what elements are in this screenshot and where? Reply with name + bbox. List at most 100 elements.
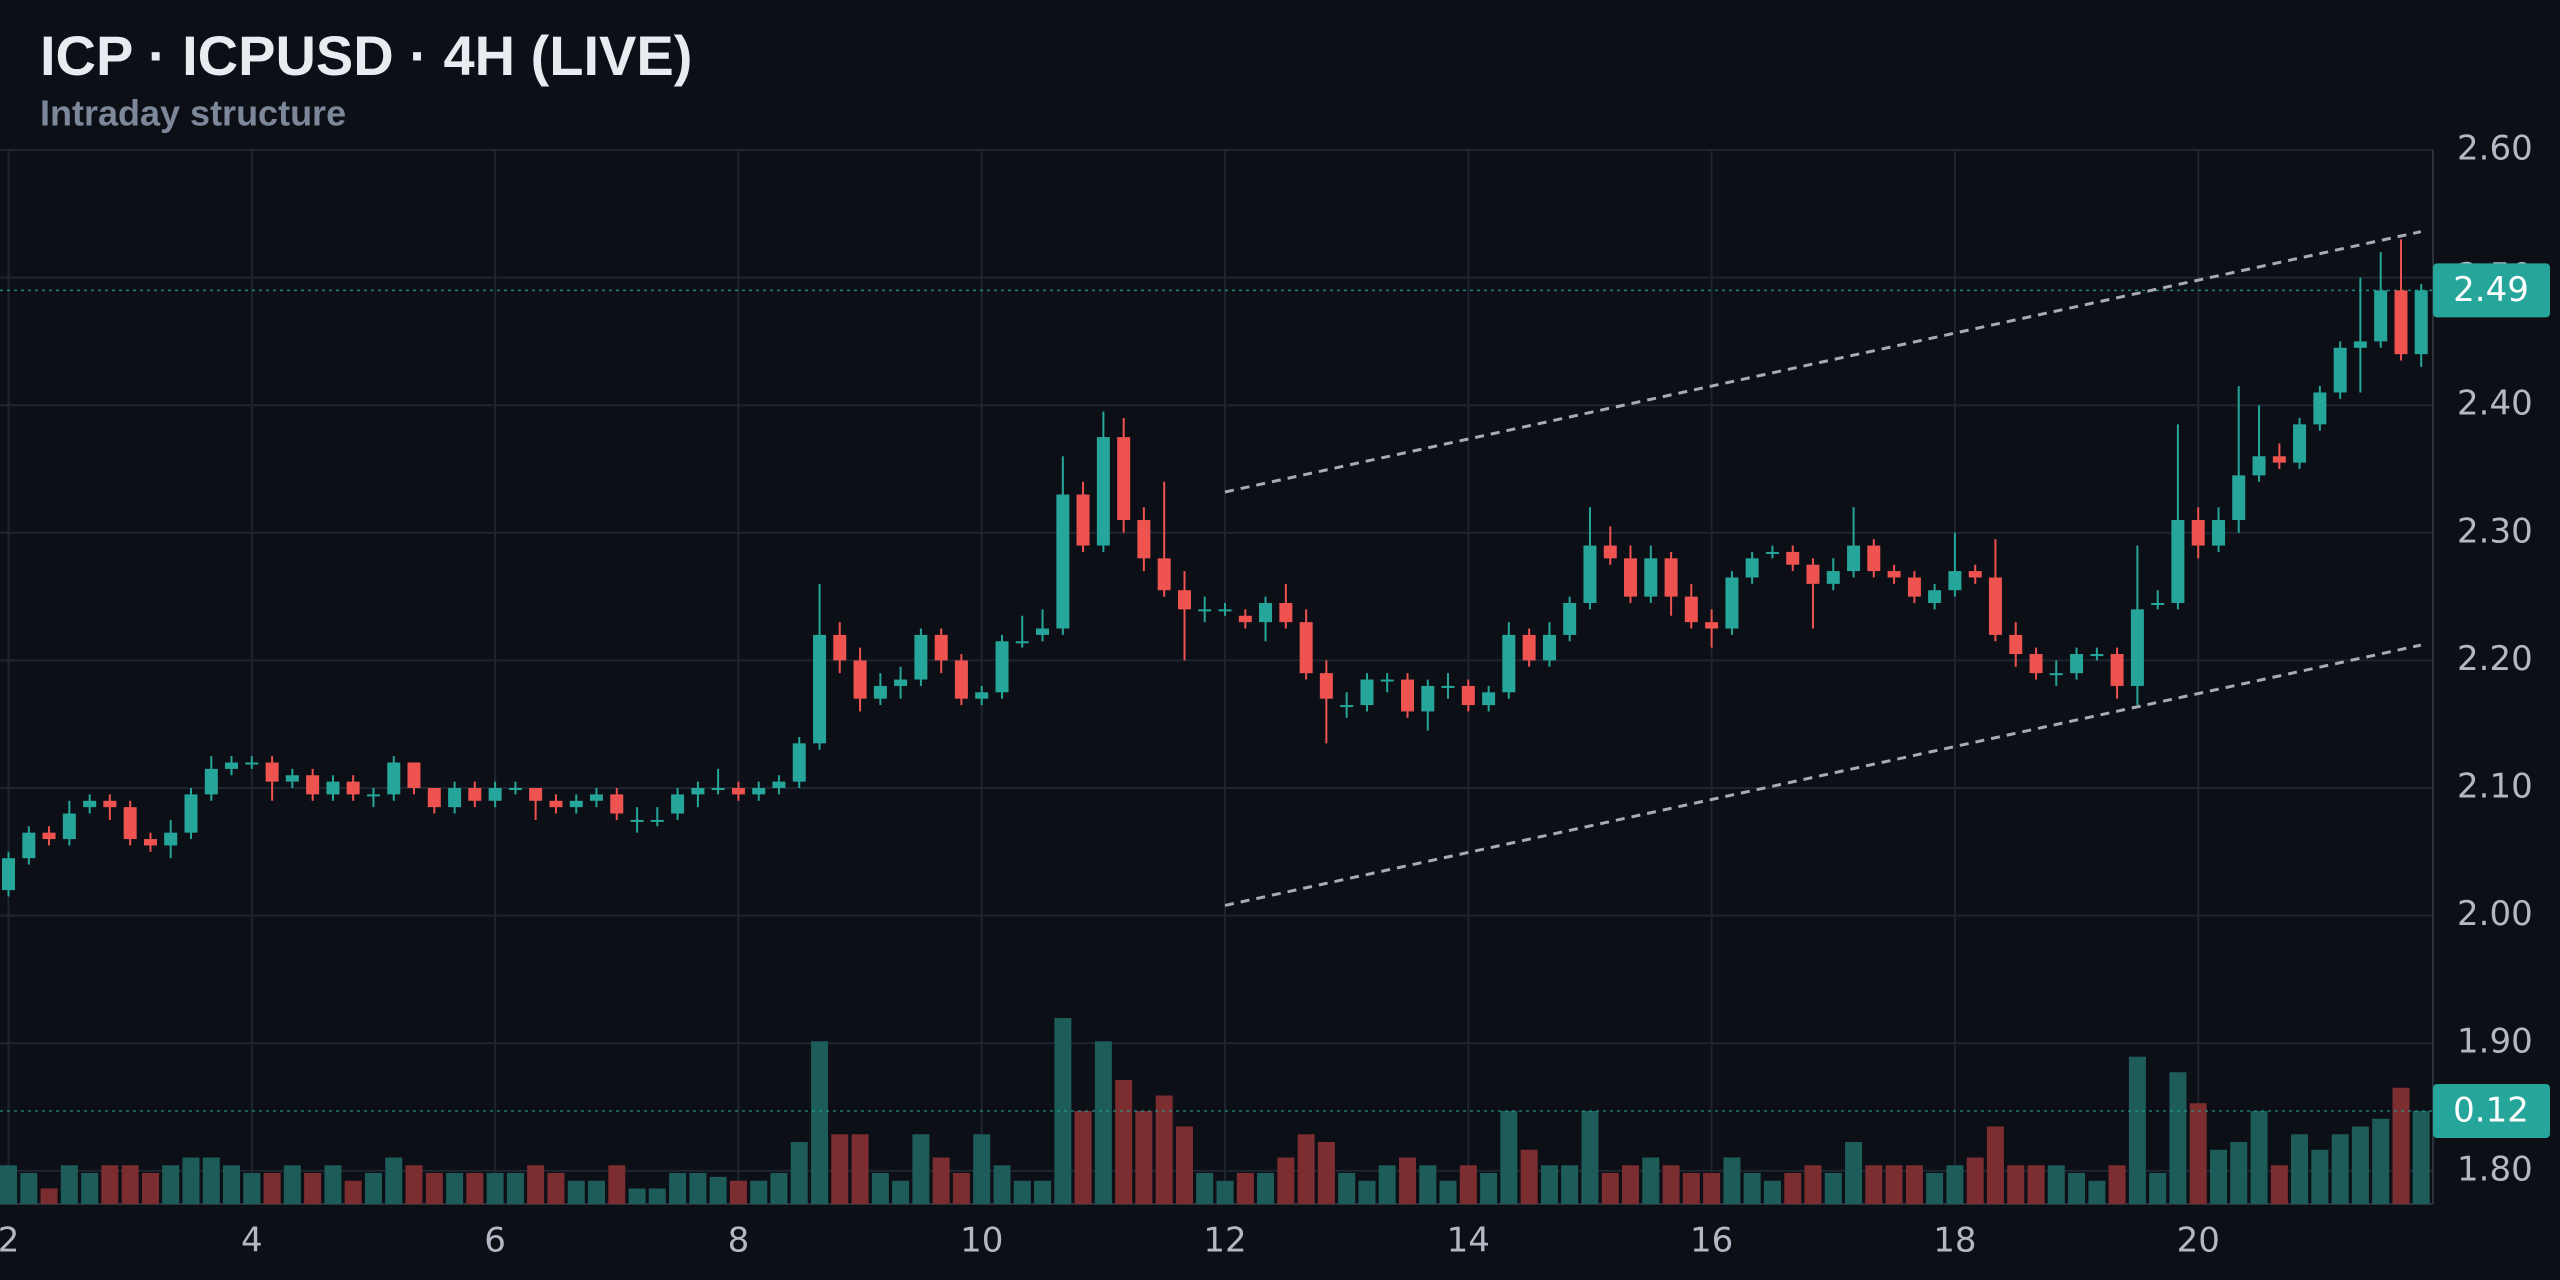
volume-bar [1500, 1111, 1518, 1204]
volume-bar [1865, 1165, 1883, 1204]
y-tick-label: 2.20 [2457, 639, 2533, 679]
candle-body [2029, 654, 2043, 674]
candle-body [1684, 596, 1698, 623]
volume-bar [1642, 1157, 1660, 1204]
candle-body [2191, 520, 2205, 546]
candle-body [1015, 641, 1029, 644]
candle-body [1826, 571, 1840, 584]
volume-bar [1155, 1095, 1173, 1204]
volume-bar [831, 1134, 849, 1204]
volume-bar [1419, 1165, 1437, 1204]
candle-body [1036, 628, 1050, 635]
candle-body [2333, 347, 2347, 393]
candle-body [1117, 437, 1131, 521]
price-tag [2433, 263, 2550, 318]
candle-body [2272, 456, 2286, 463]
volume-bar [1358, 1180, 1376, 1204]
candle-body [2009, 634, 2023, 655]
candle-body [772, 781, 786, 789]
candle-body [1299, 622, 1313, 674]
candle-body [184, 794, 198, 833]
volume-bar [952, 1173, 970, 1204]
candle-body [1948, 571, 1962, 591]
volume-bar [1845, 1142, 1863, 1204]
candle-body [265, 762, 279, 782]
volume-bar [304, 1173, 322, 1204]
x-tick-label: 12 [1203, 1221, 1246, 1261]
candle-body [245, 762, 259, 765]
candle-body [224, 762, 238, 769]
volume-bar [1216, 1180, 1234, 1204]
candle-body [508, 788, 522, 791]
volume-bar [243, 1173, 261, 1204]
volume-bar [1926, 1173, 1944, 1204]
volume-bar [547, 1173, 565, 1204]
candle-body [123, 807, 137, 840]
volume-bar [506, 1173, 524, 1204]
volume-bar [1601, 1173, 1619, 1204]
volume-bar [1236, 1173, 1254, 1204]
candle-body [2171, 520, 2185, 603]
volume-bar [2291, 1134, 2309, 1204]
candle-body [792, 743, 806, 782]
volume-bar [1480, 1173, 1498, 1204]
candle-body [610, 794, 624, 814]
volume-bar [182, 1157, 200, 1204]
volume-bar [2007, 1165, 2025, 1204]
volume-bar [1885, 1165, 1903, 1204]
volume-bar [466, 1173, 484, 1204]
volume-bar [689, 1173, 707, 1204]
candle-body [326, 781, 340, 795]
volume-bar [20, 1173, 38, 1204]
volume-bar [364, 1173, 382, 1204]
volume-bar [1905, 1165, 1923, 1204]
candle-body [954, 660, 968, 699]
candle-body [2049, 673, 2063, 676]
candle-body [2, 858, 16, 891]
candle-body [529, 788, 543, 801]
volume-bar [2311, 1149, 2329, 1204]
candle-body [1542, 634, 1556, 661]
candle-body [1745, 558, 1759, 578]
candle-body [366, 794, 380, 797]
volume-bar [405, 1165, 423, 1204]
y-tick-label: 2.40 [2457, 384, 2533, 424]
candle-body [691, 788, 705, 795]
candle-body [1238, 615, 1252, 623]
volume-bar [1540, 1165, 1558, 1204]
candle-body [1137, 520, 1151, 559]
candle-body [1847, 545, 1861, 572]
candle-body [1198, 609, 1212, 612]
candle-body [1218, 609, 1232, 612]
volume-bar [324, 1165, 342, 1204]
candle-body [589, 794, 603, 801]
candle-body [1360, 679, 1374, 706]
candle-body [569, 800, 583, 808]
candle-body [1705, 622, 1719, 629]
volume-bar [1824, 1173, 1842, 1204]
volume-bar [1439, 1180, 1457, 1204]
candle-body [1421, 685, 1435, 712]
candle-body [1279, 602, 1293, 623]
candle-body [2232, 475, 2246, 521]
volume-tag [2433, 1084, 2550, 1138]
candle-body [387, 762, 401, 795]
x-tick-label: 2 [0, 1221, 19, 1261]
trendline [1224, 643, 2422, 907]
x-tick-label: 14 [1447, 1221, 1490, 1261]
candle-body [711, 788, 725, 791]
candle-body [934, 634, 948, 661]
volume-bar [1561, 1165, 1579, 1204]
candle-body [752, 788, 766, 795]
y-tick-label: 1.90 [2457, 1022, 2533, 1062]
volume-bar [2230, 1142, 2248, 1204]
candle-body [1056, 494, 1070, 629]
volume-bar [2392, 1087, 2410, 1204]
volume-bar [2027, 1165, 2045, 1204]
volume-bar [1966, 1157, 1984, 1204]
x-tick-label: 4 [241, 1221, 263, 1261]
candle-body [1907, 577, 1921, 597]
candle-body [1502, 634, 1516, 693]
candle-body [2293, 424, 2307, 463]
candle-body [488, 788, 502, 801]
